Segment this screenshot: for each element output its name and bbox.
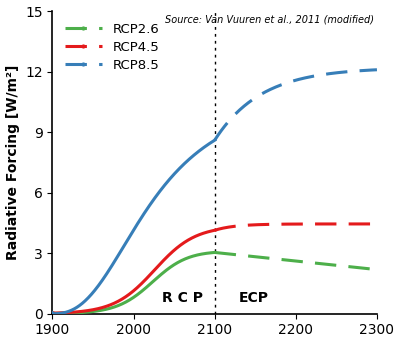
Text: Source: Van Vuuren et al., 2011 (modified): Source: Van Vuuren et al., 2011 (modifie… xyxy=(165,14,374,24)
Y-axis label: Radiative Forcing [W/m²]: Radiative Forcing [W/m²] xyxy=(6,65,20,260)
Legend: RCP2.6, RCP4.5, RCP8.5: RCP2.6, RCP4.5, RCP8.5 xyxy=(62,21,162,74)
Text: R C P: R C P xyxy=(162,291,203,305)
Text: ECP: ECP xyxy=(239,291,269,305)
